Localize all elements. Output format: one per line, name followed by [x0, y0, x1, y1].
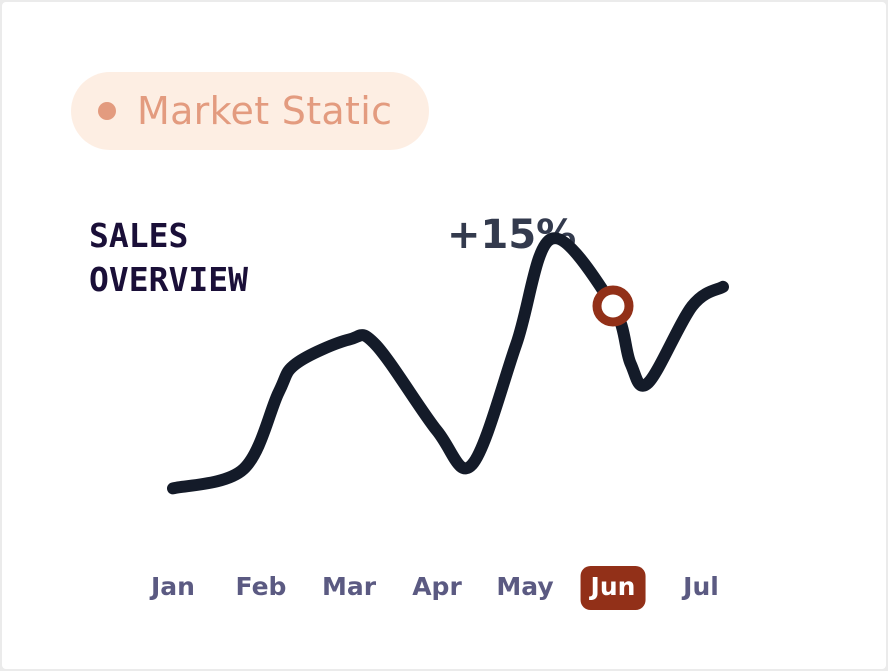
x-tick-label-jul[interactable]: Jul [683, 572, 719, 601]
chart-title: SALES OVERVIEW [89, 214, 248, 302]
badge-label: Market Static [137, 89, 393, 133]
x-tick-label-mar[interactable]: Mar [321, 572, 377, 601]
highlight-marker[interactable] [592, 285, 634, 327]
badge-dot-icon [98, 102, 116, 120]
market-static-badge: Market Static [71, 72, 429, 150]
x-tick-label-jan[interactable]: Jan [151, 572, 195, 601]
x-tick-label-feb[interactable]: Feb [235, 572, 287, 601]
chart-title-line-2: OVERVIEW [89, 260, 248, 299]
x-tick-label-may[interactable]: May [496, 572, 554, 601]
chart-title-line-1: SALES [89, 216, 189, 255]
x-tick-label-jun[interactable]: Jun [580, 566, 646, 610]
sales-series-line [167, 232, 729, 495]
x-tick-label-apr[interactable]: Apr [412, 572, 462, 601]
